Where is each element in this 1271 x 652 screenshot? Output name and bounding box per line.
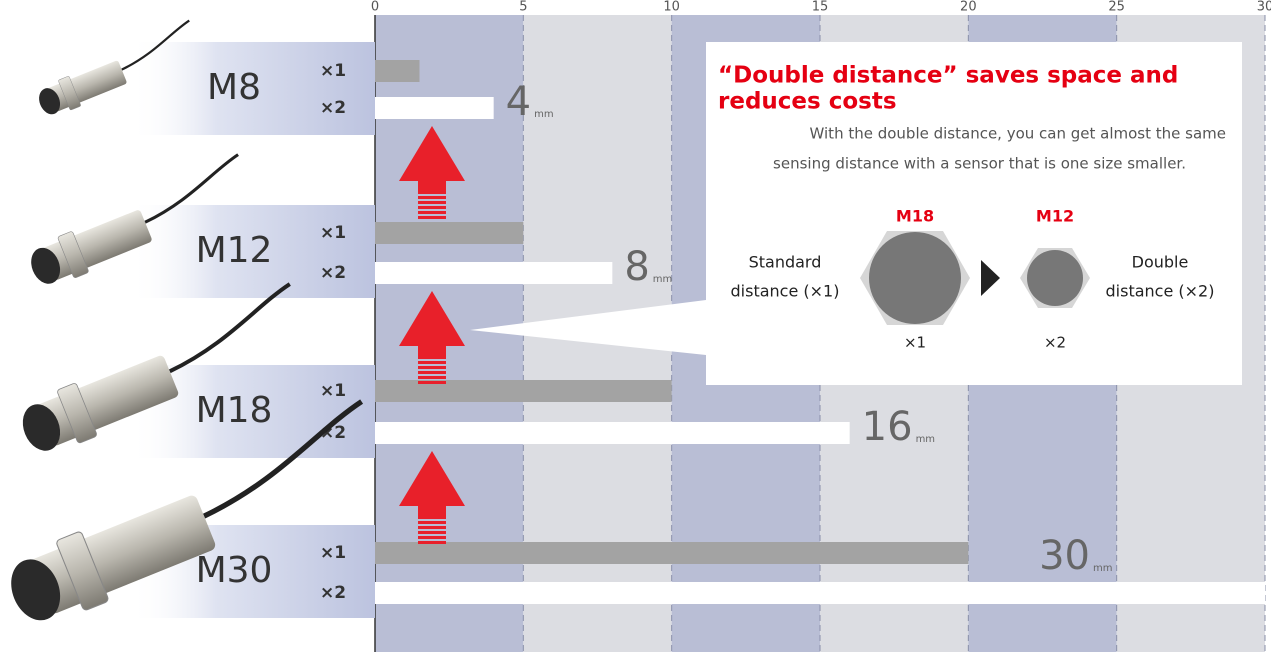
size-label: M12 bbox=[1036, 207, 1074, 226]
x-tick-label: 10 bbox=[663, 0, 680, 15]
bar bbox=[375, 542, 969, 564]
arrow-stem bbox=[418, 345, 446, 359]
arrow-stripe bbox=[418, 196, 446, 199]
arrow-head bbox=[399, 291, 465, 346]
callout-factor: ×1 bbox=[904, 334, 926, 352]
callout-title: “Double distance” saves space and bbox=[718, 63, 1178, 89]
sensor-cable bbox=[202, 399, 364, 519]
up-arrow bbox=[399, 126, 465, 219]
arrow-stripe bbox=[418, 541, 446, 544]
arrow-stripe bbox=[418, 536, 446, 539]
bar bbox=[375, 262, 613, 284]
unit-label: mm bbox=[534, 109, 553, 120]
x-tick-label: 15 bbox=[812, 0, 829, 15]
callout-label: Standard bbox=[749, 253, 822, 272]
sensor-image bbox=[22, 282, 291, 451]
x-tick-label: 20 bbox=[960, 0, 977, 15]
sensor-image bbox=[31, 153, 239, 284]
sensor-cap bbox=[39, 88, 61, 115]
value-label: 4 bbox=[506, 79, 531, 125]
arrow-stem bbox=[418, 180, 446, 194]
series-label: ×2 bbox=[320, 583, 346, 603]
sensor-nut bbox=[57, 231, 89, 278]
arrow-stripe bbox=[418, 526, 446, 529]
sensor-image bbox=[11, 399, 364, 621]
callout-pointer bbox=[470, 300, 706, 355]
sensor-nut bbox=[56, 531, 109, 611]
series-label: ×1 bbox=[320, 543, 346, 563]
x-tick-label: 30 bbox=[1257, 0, 1271, 15]
unit-label: mm bbox=[916, 434, 935, 445]
series-label: ×1 bbox=[320, 381, 346, 401]
unit-label: mm bbox=[1093, 563, 1112, 574]
sensor-cable bbox=[168, 282, 291, 374]
arrow-stripe bbox=[418, 381, 446, 384]
sensor-face bbox=[869, 232, 961, 324]
callout: “Double distance” saves space and reduce… bbox=[470, 42, 1242, 385]
sensor-cap bbox=[31, 247, 61, 284]
arrow-stripe bbox=[418, 531, 446, 534]
series-label: ×1 bbox=[320, 61, 346, 81]
arrow-stripe bbox=[418, 366, 446, 369]
bar bbox=[375, 60, 420, 82]
arrow-stripe bbox=[418, 201, 446, 204]
value-label: 30 bbox=[1039, 533, 1090, 579]
callout-box bbox=[706, 42, 1242, 385]
sensor-cable bbox=[121, 19, 190, 71]
callout-body: sensing distance with a sensor that is o… bbox=[773, 155, 1186, 173]
value-label: 16 bbox=[862, 404, 913, 450]
arrow-stripe bbox=[418, 521, 446, 524]
callout-title: reduces costs bbox=[718, 89, 897, 115]
series-label: ×1 bbox=[320, 223, 346, 243]
category-label: M30 bbox=[196, 550, 273, 591]
unit-label: mm bbox=[653, 274, 672, 285]
callout-body: With the double distance, you can get al… bbox=[810, 125, 1226, 143]
arrow-head bbox=[399, 126, 465, 181]
sensor-face bbox=[1027, 250, 1083, 306]
sensor-cap bbox=[22, 404, 61, 451]
x-tick-label: 0 bbox=[371, 0, 379, 15]
bar bbox=[375, 582, 1265, 604]
sensor-image bbox=[39, 19, 190, 115]
arrow-stripe bbox=[418, 211, 446, 214]
series-label: ×2 bbox=[320, 98, 346, 118]
arrow-icon bbox=[981, 260, 1000, 296]
x-tick-label: 5 bbox=[519, 0, 527, 15]
up-arrow bbox=[399, 451, 465, 544]
x-tick-label: 25 bbox=[1108, 0, 1125, 15]
arrow-stripe bbox=[418, 216, 446, 219]
sensor-cap bbox=[11, 559, 61, 621]
size-label: M18 bbox=[896, 207, 934, 226]
callout-factor: ×2 bbox=[1044, 334, 1066, 352]
arrow-stem bbox=[418, 505, 446, 519]
arrow-stripe bbox=[418, 376, 446, 379]
sensor-nut bbox=[58, 76, 81, 111]
category-panel bbox=[130, 42, 375, 135]
category-label: M8 bbox=[207, 67, 261, 108]
bar bbox=[375, 380, 672, 402]
category-panel bbox=[130, 205, 375, 298]
arrow-stripe bbox=[418, 361, 446, 364]
arrow-stripe bbox=[418, 371, 446, 374]
callout-label: distance (×2) bbox=[1106, 282, 1215, 301]
up-arrow bbox=[399, 291, 465, 384]
category-label: M12 bbox=[196, 230, 273, 271]
bar bbox=[375, 422, 850, 444]
value-label: 8 bbox=[624, 244, 649, 290]
arrow-head bbox=[399, 451, 465, 506]
callout-label: distance (×1) bbox=[731, 282, 840, 301]
arrow-stripe bbox=[418, 206, 446, 209]
series-label: ×2 bbox=[320, 263, 346, 283]
sensor-nut bbox=[57, 383, 97, 444]
bar bbox=[375, 97, 494, 119]
callout-label: Double bbox=[1132, 253, 1189, 272]
bar bbox=[375, 222, 524, 244]
sensor-cable bbox=[144, 153, 239, 224]
category-label: M18 bbox=[196, 390, 273, 431]
